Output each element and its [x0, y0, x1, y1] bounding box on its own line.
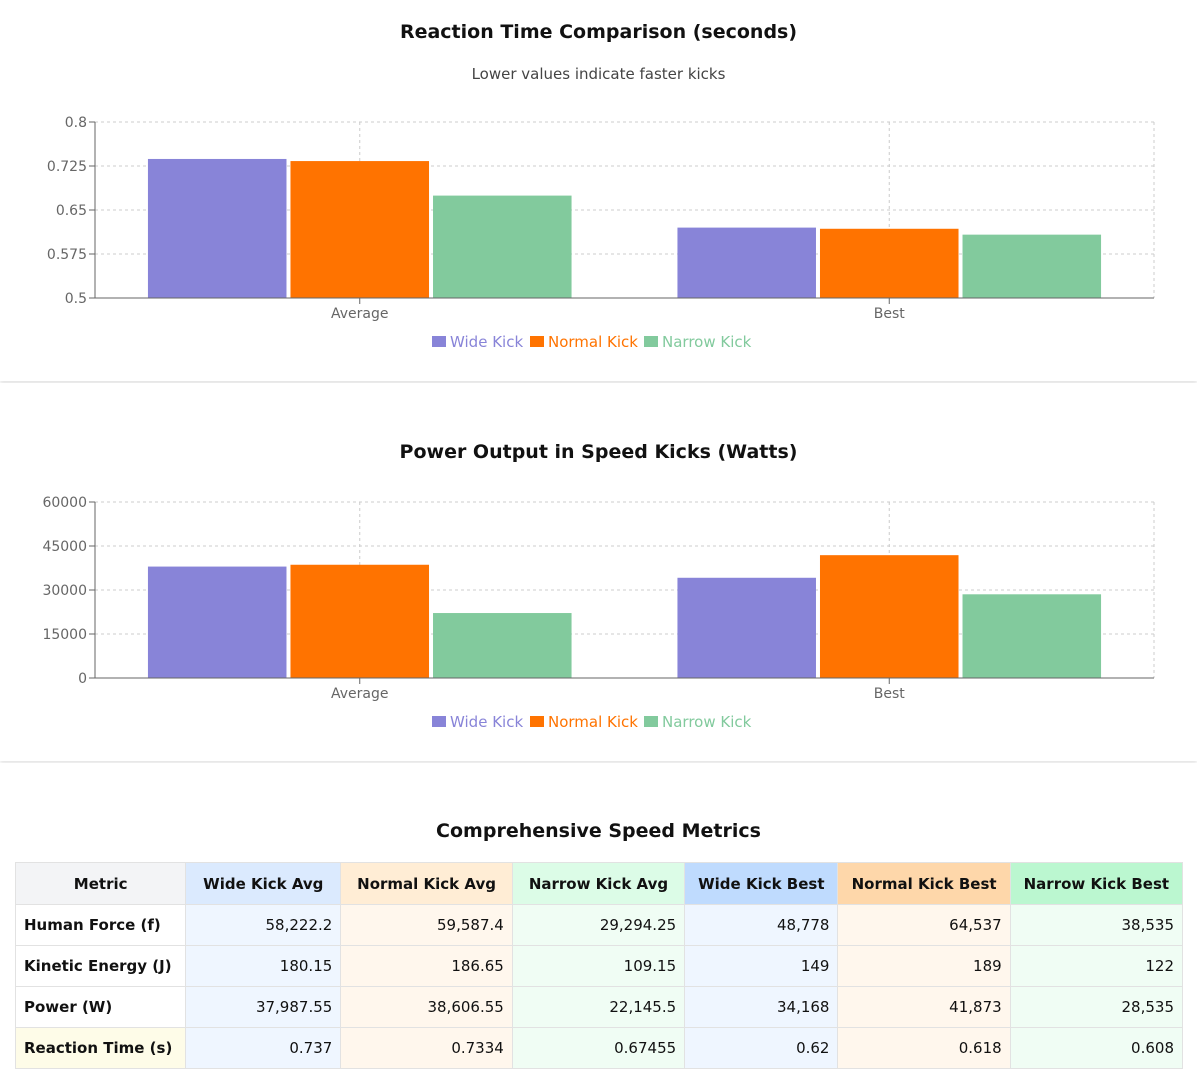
y-tick-label: 0: [78, 671, 87, 687]
reaction-time-card: Reaction Time Comparison (seconds) Lower…: [0, 0, 1197, 381]
bar-normal-kick-best[interactable]: [819, 228, 959, 298]
y-tick-label: 60000: [42, 495, 87, 511]
column-header: Wide Kick Best: [684, 862, 839, 905]
y-tick-label: 0.725: [47, 159, 87, 175]
legend-label[interactable]: Normal Kick: [548, 333, 638, 351]
metric-value-cell: 28,535: [1009, 986, 1184, 1028]
bar-normal-kick-average[interactable]: [290, 161, 430, 298]
x-tick-label: Best: [874, 306, 906, 322]
column-header: Metric: [14, 862, 187, 905]
metric-value-cell: 59,587.4: [340, 904, 513, 946]
legend-swatch: [530, 716, 544, 727]
power-output-card: Power Output in Speed Kicks (Watts) 0 150…: [0, 383, 1197, 761]
table-row: Reaction Time (s) 0.737 0.7334 0.67455 0.62 0…: [14, 1027, 1184, 1069]
x-tick-label: Best: [874, 686, 906, 702]
table-row: Power (W) 37,987.55 38,606.55 22,145.5 34,16…: [14, 986, 1184, 1028]
metric-value-cell: 186.65: [340, 945, 513, 987]
y-tick-label: 0.5: [65, 291, 87, 307]
metric-value-cell: 0.737: [185, 1027, 342, 1069]
chart-title: Reaction Time Comparison (seconds): [399, 21, 798, 43]
chart-subtitle: Lower values indicate faster kicks: [471, 65, 726, 83]
table-row: Human Force (f) 58,222.2 59,587.4 29,294.25…: [14, 904, 1184, 946]
bar-normal-kick-best[interactable]: [819, 555, 959, 678]
bar-narrow-kick-average[interactable]: [433, 613, 572, 678]
y-tick-label: 0.575: [47, 247, 87, 263]
column-header: Normal Kick Best: [837, 862, 1011, 905]
y-tick-label: 45000: [42, 539, 87, 555]
table-title: Comprehensive Speed Metrics: [436, 820, 761, 842]
column-header: Narrow Kick Avg: [511, 862, 686, 905]
bar-normal-kick-average[interactable]: [290, 564, 430, 678]
bar-wide-kick-best[interactable]: [677, 577, 816, 678]
metric-value-cell: 22,145.5: [511, 986, 686, 1028]
power-output-chart: 0 15000 30000 45000 60000 Average Best Wide Kic…: [42, 495, 1155, 731]
bar-narrow-kick-average[interactable]: [433, 195, 572, 298]
metric-value-cell: 37,987.55: [185, 986, 342, 1028]
bar-narrow-kick-best[interactable]: [962, 594, 1102, 678]
legend-label[interactable]: Narrow Kick: [662, 713, 752, 731]
metric-value-cell: 64,537: [837, 904, 1011, 946]
legend-label[interactable]: Wide Kick: [450, 713, 523, 731]
bar-wide-kick-average[interactable]: [147, 566, 287, 678]
bar-wide-kick-best[interactable]: [677, 227, 816, 298]
legend-label[interactable]: Normal Kick: [548, 713, 638, 731]
metric-value-cell: 122: [1009, 945, 1184, 987]
legend-swatch: [432, 716, 446, 727]
bar-wide-kick-average[interactable]: [147, 158, 287, 298]
metric-value-cell: 0.62: [684, 1027, 839, 1069]
metric-name-cell: Kinetic Energy (J): [14, 945, 187, 987]
metric-name-cell: Reaction Time (s): [14, 1027, 187, 1069]
metric-value-cell: 58,222.2: [185, 904, 342, 946]
legend-label[interactable]: Wide Kick: [450, 333, 523, 351]
y-tick-label: 30000: [42, 583, 87, 599]
legend-label[interactable]: Narrow Kick: [662, 333, 752, 351]
metric-value-cell: 149: [684, 945, 839, 987]
column-header: Normal Kick Avg: [340, 862, 513, 905]
metric-value-cell: 0.7334: [340, 1027, 513, 1069]
y-tick-label: 15000: [42, 627, 87, 643]
chart-title: Power Output in Speed Kicks (Watts): [399, 441, 798, 463]
metric-value-cell: 38,535: [1009, 904, 1184, 946]
metric-name-cell: Power (W): [14, 986, 187, 1028]
table-header-row: Metric Wide Kick Avg Normal Kick Avg Narrow…: [14, 862, 1184, 905]
metric-value-cell: 48,778: [684, 904, 839, 946]
column-header: Wide Kick Avg: [185, 862, 342, 905]
column-header: Narrow Kick Best: [1009, 862, 1184, 905]
metric-value-cell: 0.618: [837, 1027, 1011, 1069]
metric-value-cell: 0.608: [1009, 1027, 1184, 1069]
bar-narrow-kick-best[interactable]: [962, 234, 1102, 298]
y-tick-label: 0.65: [56, 203, 87, 219]
x-tick-label: Average: [331, 306, 389, 322]
metric-value-cell: 0.67455: [511, 1027, 686, 1069]
legend-swatch: [432, 336, 446, 347]
metric-value-cell: 38,606.55: [340, 986, 513, 1028]
y-tick-label: 0.8: [65, 115, 87, 131]
metric-name-cell: Human Force (f): [14, 904, 187, 946]
metrics-table: Metric Wide Kick Avg Normal Kick Avg Narrow…: [14, 862, 1184, 1069]
legend-swatch: [644, 716, 658, 727]
metric-value-cell: 109.15: [511, 945, 686, 987]
x-tick-label: Average: [331, 686, 389, 702]
metric-value-cell: 180.15: [185, 945, 342, 987]
metric-value-cell: 189: [837, 945, 1011, 987]
reaction-time-chart: 0.5 0.575 0.65 0.725 0.8 Average Best Wide Kick…: [47, 115, 1155, 351]
legend-swatch: [644, 336, 658, 347]
table-row: Kinetic Energy (J) 180.15 186.65 109.15 149 1…: [14, 945, 1184, 987]
metric-value-cell: 41,873: [837, 986, 1011, 1028]
metric-value-cell: 34,168: [684, 986, 839, 1028]
legend-swatch: [530, 336, 544, 347]
metric-value-cell: 29,294.25: [511, 904, 686, 946]
